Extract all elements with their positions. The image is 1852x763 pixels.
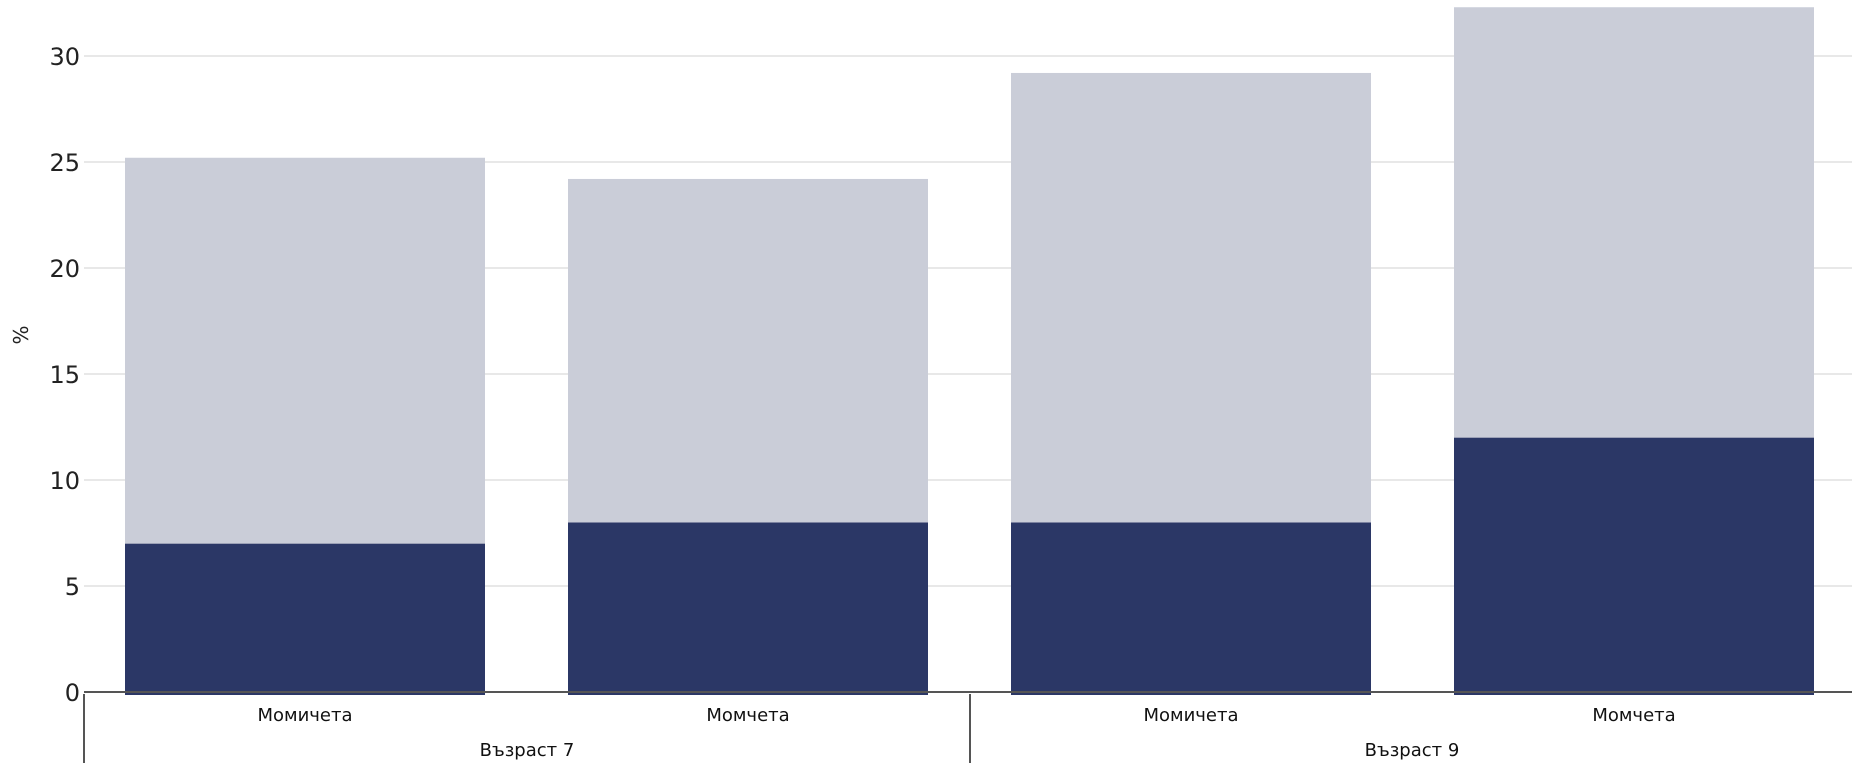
- bar-segment: [1454, 7, 1814, 438]
- bar-segment: [1011, 72, 1371, 523]
- y-axis-title: %: [9, 325, 33, 344]
- category-label: Момчета: [706, 705, 789, 726]
- y-tick-label: 0: [65, 679, 80, 707]
- category-label: Момичета: [1143, 705, 1238, 726]
- bar-segment: [1011, 522, 1371, 695]
- bar-segment: [1454, 437, 1814, 695]
- y-tick-label: 30: [49, 43, 80, 71]
- y-tick-label: 10: [49, 467, 80, 495]
- bar-segment: [568, 178, 928, 523]
- bar-segment: [125, 543, 485, 695]
- bar-segment: [125, 157, 485, 544]
- y-tick-label: 15: [49, 361, 80, 389]
- category-label: Момчета: [1592, 705, 1675, 726]
- y-tick-label: 25: [49, 149, 80, 177]
- labels: 0 5 10 15 20 25 30 Момичета Момчета Момичета Момче…: [49, 43, 1675, 761]
- bar-segment: [568, 522, 928, 695]
- bars: [125, 7, 1814, 695]
- y-tick-label: 5: [65, 573, 80, 601]
- axes: [83, 691, 1852, 763]
- group-label: Възраст 9: [1365, 740, 1460, 761]
- group-label: Възраст 7: [480, 740, 575, 761]
- category-label: Момичета: [257, 705, 352, 726]
- y-tick-label: 20: [49, 255, 80, 283]
